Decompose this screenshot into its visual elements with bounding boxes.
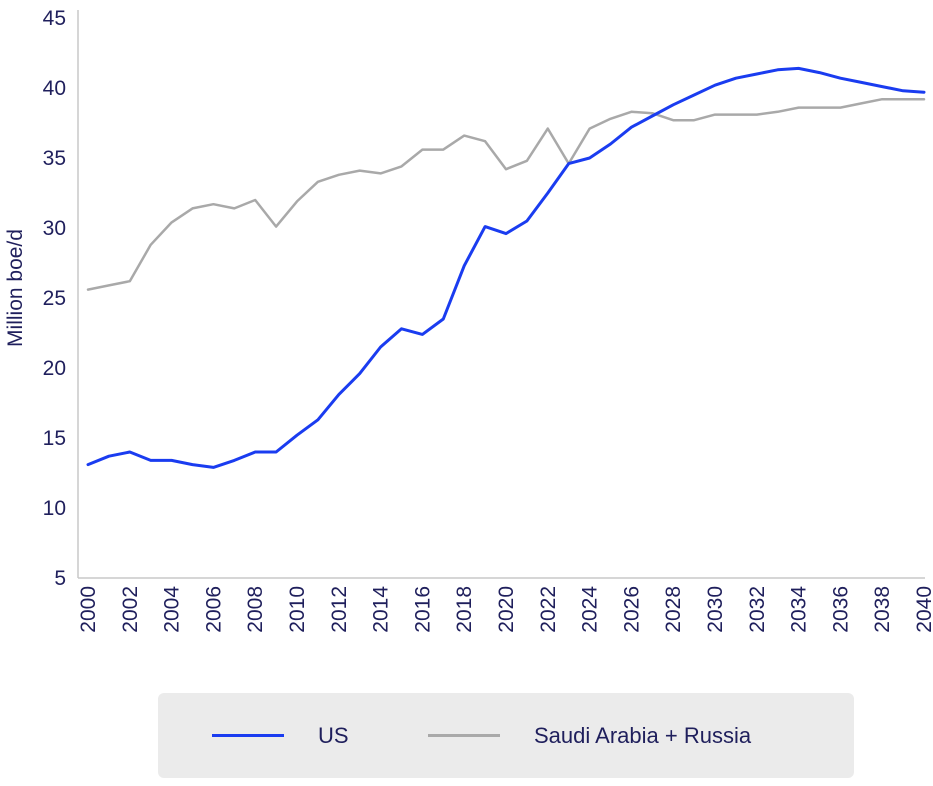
y-tick-label: 25: [43, 287, 66, 310]
x-tick-label: 2038: [871, 586, 894, 633]
y-tick-labels: 5 10 15 20 25 30 35 40 45: [43, 7, 66, 590]
y-tick-label: 35: [43, 147, 66, 170]
y-tick-label: 15: [43, 427, 66, 450]
x-tick-label: 2012: [328, 586, 351, 633]
legend-swatch-us: [212, 734, 284, 737]
legend-label-us: US: [318, 722, 349, 748]
series-line-us: [86, 66, 926, 469]
y-tick-label: 40: [43, 77, 66, 100]
series-line-saudi-arabia-russia: [86, 97, 926, 291]
x-tick-label: 2032: [746, 586, 769, 633]
x-tick-label: 2004: [161, 586, 184, 633]
y-tick-label: 5: [54, 567, 66, 590]
x-tick-label: 2034: [788, 586, 811, 633]
x-tick-label: 2006: [202, 586, 225, 633]
x-tick-label: 2036: [829, 586, 852, 633]
y-tick-label: 45: [43, 7, 66, 30]
legend-item-us: US: [212, 693, 349, 778]
x-tick-label: 2024: [579, 586, 602, 633]
x-tick-label: 2014: [370, 586, 393, 633]
x-tick-label: 2018: [453, 586, 476, 633]
x-tick-label: 2010: [286, 586, 309, 633]
legend-item-saudi-russia: Saudi Arabia + Russia: [428, 693, 751, 778]
x-tick-label: 2026: [620, 586, 643, 633]
y-tick-label: 30: [43, 217, 66, 240]
y-axis-title: Million boe/d: [4, 229, 27, 347]
x-tick-label: 2028: [662, 586, 685, 633]
legend-swatch-saudi-russia: [428, 734, 500, 737]
x-tick-label: 2000: [77, 586, 100, 633]
x-tick-label: 2008: [244, 586, 267, 633]
x-tick-label: 2020: [495, 586, 518, 633]
x-tick-label: 2016: [411, 586, 434, 633]
x-tick-label: 2030: [704, 586, 727, 633]
x-tick-label: 2040: [913, 586, 933, 633]
series-lines: [86, 66, 926, 469]
y-tick-label: 20: [43, 357, 66, 380]
x-tick-label: 2002: [119, 586, 142, 633]
legend: US Saudi Arabia + Russia: [158, 693, 854, 778]
y-tick-label: 10: [43, 497, 66, 520]
x-tick-label: 2022: [537, 586, 560, 633]
legend-label-saudi-russia: Saudi Arabia + Russia: [534, 722, 752, 748]
x-tick-labels: 2000 2002 2004 2006 2008 2010 2012 2014 2016 2018…: [77, 586, 933, 633]
